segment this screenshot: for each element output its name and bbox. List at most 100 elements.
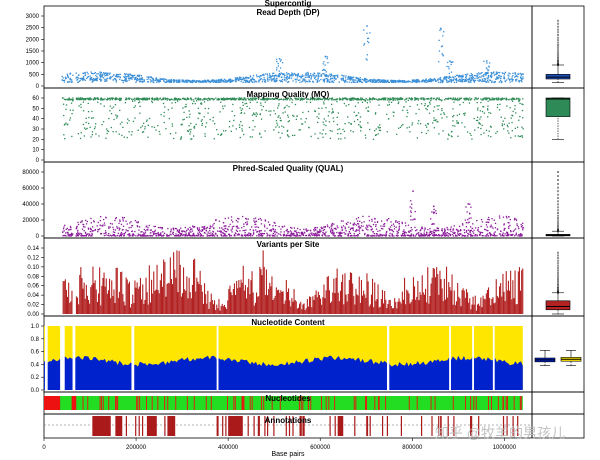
data-point	[72, 100, 74, 102]
variant-bar	[89, 303, 91, 314]
data-point	[272, 235, 274, 237]
data-point	[424, 80, 426, 83]
variant-bar	[264, 294, 266, 314]
data-point	[225, 79, 227, 81]
data-point	[122, 126, 124, 128]
data-point	[124, 79, 127, 81]
data-point	[148, 98, 150, 100]
data-point	[197, 230, 200, 232]
data-point	[453, 81, 455, 84]
data-point	[270, 98, 272, 100]
data-point	[103, 80, 106, 82]
data-point	[269, 229, 272, 231]
variant-bar	[231, 295, 233, 314]
data-point	[141, 81, 143, 83]
data-point	[476, 102, 478, 104]
data-point	[482, 80, 484, 82]
data-point	[157, 232, 159, 234]
data-point	[512, 74, 514, 77]
data-point	[367, 110, 369, 112]
data-point	[111, 223, 113, 225]
data-point-peak	[409, 206, 411, 208]
variant-bar	[422, 292, 424, 314]
data-point	[175, 235, 177, 237]
data-point	[153, 231, 155, 233]
data-point	[480, 127, 482, 130]
data-point	[256, 81, 258, 83]
variant-bar	[268, 289, 270, 314]
data-point	[173, 137, 175, 140]
variant-bar	[381, 290, 383, 314]
data-point	[139, 78, 141, 80]
data-point-peak	[441, 53, 443, 55]
data-point	[174, 98, 177, 100]
data-point	[420, 97, 422, 99]
data-point	[435, 229, 437, 231]
data-point	[384, 97, 386, 99]
data-point	[314, 233, 316, 235]
variant-bar	[345, 294, 347, 314]
data-point	[362, 215, 364, 218]
data-point	[499, 71, 501, 74]
data-point	[482, 79, 484, 81]
data-point	[201, 226, 203, 228]
data-point	[136, 80, 138, 82]
data-point	[443, 77, 445, 79]
data-point	[133, 77, 135, 79]
data-point	[365, 81, 367, 83]
data-point	[384, 79, 386, 82]
data-point	[225, 231, 228, 233]
data-point	[138, 79, 140, 81]
data-point	[146, 81, 149, 83]
data-point	[139, 105, 141, 107]
data-point	[319, 75, 321, 77]
data-point	[96, 79, 98, 81]
data-point	[63, 79, 66, 81]
data-point	[398, 79, 400, 82]
data-point	[230, 98, 233, 100]
data-point	[346, 223, 348, 225]
variant-bar	[397, 301, 399, 314]
data-point	[357, 102, 359, 104]
data-point	[495, 132, 497, 134]
variant-bar	[75, 296, 77, 314]
data-point	[67, 232, 69, 234]
variant-bar	[460, 306, 462, 314]
data-point	[151, 77, 153, 79]
data-point	[112, 106, 115, 108]
data-point	[300, 118, 302, 120]
data-point	[419, 230, 421, 232]
data-point	[85, 121, 87, 124]
data-point	[125, 80, 127, 82]
data-point	[470, 226, 472, 228]
data-point	[285, 80, 287, 82]
data-point	[380, 80, 382, 82]
data-point	[243, 229, 246, 232]
data-point	[330, 231, 332, 233]
data-point	[323, 101, 325, 103]
data-point	[182, 119, 184, 121]
data-point	[487, 135, 490, 137]
data-point	[256, 235, 258, 237]
data-point	[444, 77, 446, 79]
variant-bar	[275, 287, 277, 314]
data-point	[120, 97, 122, 99]
data-point	[151, 78, 154, 80]
data-point	[401, 81, 403, 83]
data-point	[494, 231, 496, 233]
data-point	[370, 98, 372, 100]
data-point	[338, 81, 340, 83]
variant-bar	[288, 288, 290, 314]
variant-bar	[279, 292, 281, 314]
data-point	[202, 80, 205, 82]
data-point	[365, 79, 367, 81]
data-point	[291, 101, 293, 104]
data-point	[93, 72, 95, 75]
variant-bar	[383, 303, 385, 314]
data-point	[336, 101, 338, 103]
data-point	[232, 125, 234, 127]
data-point	[139, 80, 142, 82]
data-point	[279, 117, 281, 119]
data-point	[222, 98, 224, 100]
data-point	[489, 79, 491, 81]
